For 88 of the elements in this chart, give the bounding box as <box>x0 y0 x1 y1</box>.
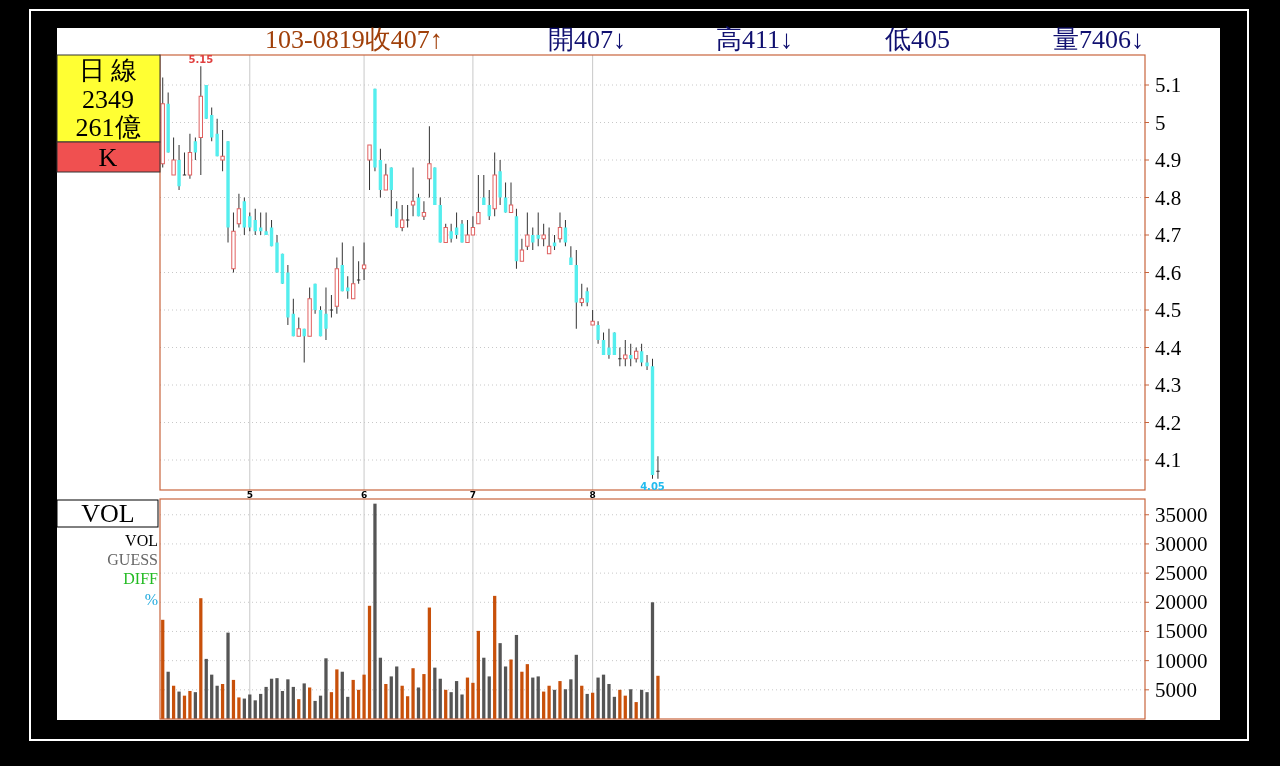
bar <box>161 619 165 719</box>
y-tick-label: 4.5 <box>1155 298 1182 322</box>
bar <box>166 671 170 719</box>
text: K <box>98 143 118 172</box>
bar <box>525 664 529 719</box>
y-tick-label: 10000 <box>1155 648 1208 673</box>
bar <box>324 658 328 719</box>
y-tick-label: 35000 <box>1155 502 1208 527</box>
y-tick-label: 4.6 <box>1155 260 1182 285</box>
bar <box>569 679 573 719</box>
text: 高411↓ <box>716 25 794 54</box>
x-tick-label: 8 <box>589 490 596 500</box>
y-tick-label: 25000 <box>1155 561 1208 586</box>
text: 開407↓ <box>548 25 626 54</box>
bar <box>416 687 421 719</box>
bar <box>427 607 432 719</box>
annotation: 4.05 <box>640 480 665 492</box>
bar <box>509 659 513 719</box>
bar <box>629 689 633 719</box>
bar <box>199 598 203 719</box>
annotation: 5.15 <box>188 54 214 66</box>
text: VOL <box>125 532 158 549</box>
y-tick-label: 4.1 <box>1155 448 1182 472</box>
bar <box>476 630 480 719</box>
bar <box>422 674 426 719</box>
bar <box>547 685 551 719</box>
bar <box>378 657 383 719</box>
bar <box>237 697 241 719</box>
bar <box>596 677 600 719</box>
bar <box>656 675 660 719</box>
bar <box>177 691 181 719</box>
text: 低405 <box>885 25 950 54</box>
text: DIFF <box>123 570 159 587</box>
bar <box>264 686 268 719</box>
bar <box>493 595 497 719</box>
bar <box>460 694 464 719</box>
bar <box>498 643 502 719</box>
bar <box>340 671 344 719</box>
text: 量7406↓ <box>1053 25 1144 54</box>
bar <box>645 692 649 719</box>
bar <box>536 676 540 719</box>
bar <box>607 683 611 719</box>
bar <box>563 689 568 719</box>
x-tick-label: 6 <box>360 490 368 500</box>
y-tick-label: 4.3 <box>1155 373 1182 397</box>
x-tick-label: 5 <box>246 490 253 500</box>
text: 103-0819收407↑ <box>265 25 443 54</box>
bar <box>487 676 491 719</box>
bar <box>395 666 399 719</box>
bar <box>482 657 486 719</box>
bar <box>389 676 393 719</box>
bar <box>574 654 578 719</box>
y-tick-label: 5.1 <box>1155 73 1182 97</box>
bar <box>188 690 192 719</box>
bar <box>362 674 366 719</box>
bar <box>411 668 415 719</box>
y-tick-label: 30000 <box>1155 531 1208 556</box>
bar <box>335 669 339 719</box>
bar <box>454 681 459 719</box>
bar <box>471 682 475 719</box>
y-tick-label: 20000 <box>1155 590 1208 615</box>
bar <box>286 679 290 719</box>
y-tick-label: 5000 <box>1155 677 1197 702</box>
bar <box>313 700 317 719</box>
bar <box>226 632 230 719</box>
bar <box>503 666 508 719</box>
bar <box>650 602 655 719</box>
text: GUESS <box>107 551 158 568</box>
y-tick-label: 4.2 <box>1155 410 1182 435</box>
y-tick-label: 5 <box>1155 110 1166 135</box>
bar <box>308 687 312 719</box>
bar <box>373 503 377 719</box>
bar <box>275 678 279 719</box>
bar <box>520 671 524 719</box>
text: % <box>144 591 158 608</box>
y-tick-label: 4.7 <box>1155 223 1182 247</box>
y-tick-label: 4.9 <box>1155 148 1182 172</box>
y-tick-label: 4.8 <box>1155 185 1182 210</box>
bar <box>248 694 252 719</box>
bar <box>558 681 562 719</box>
bar <box>367 605 372 719</box>
bar <box>514 634 519 719</box>
y-tick-label: 15000 <box>1155 619 1208 644</box>
text: VOL <box>81 499 135 528</box>
y-tick-label: 4.4 <box>1155 335 1182 360</box>
bar <box>302 683 306 719</box>
x-tick-label: 7 <box>469 490 477 500</box>
bar <box>204 658 208 719</box>
